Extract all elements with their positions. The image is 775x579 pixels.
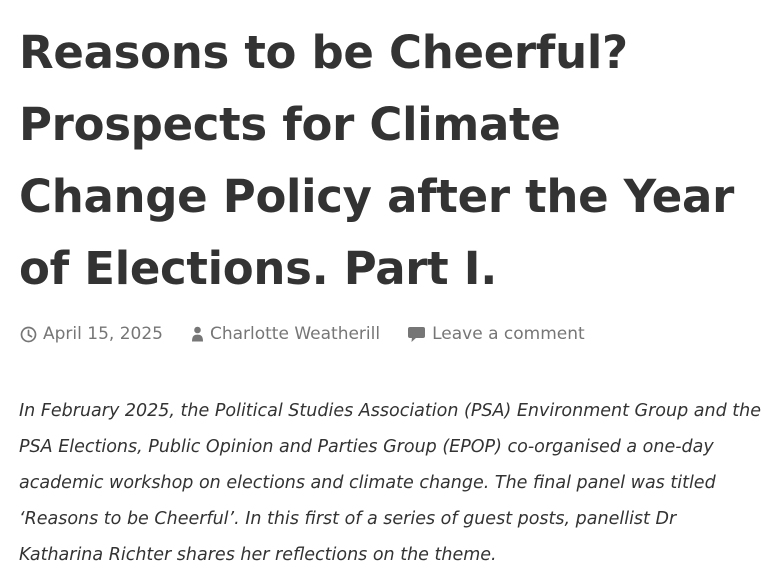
- post-date-link[interactable]: April 15, 2025: [43, 324, 163, 344]
- speech-bubble-icon: [407, 326, 426, 343]
- post-title: Reasons to be Cheerful? Prospects for Cl…: [19, 26, 734, 295]
- person-icon: [191, 326, 204, 342]
- entry-meta: April 15, 2025 Charlotte Weatherill Leav…: [20, 322, 585, 346]
- post-date: April 15, 2025: [20, 324, 163, 344]
- post-author-link[interactable]: Charlotte Weatherill: [209, 324, 381, 344]
- clock-icon: [20, 326, 37, 343]
- post-summary: In February 2025, the Political Studies …: [19, 401, 761, 565]
- post-comments: Leave a comment: [407, 324, 585, 344]
- post-author: Charlotte Weatherill: [191, 324, 380, 344]
- leave-comment-link[interactable]: Leave a comment: [432, 324, 585, 344]
